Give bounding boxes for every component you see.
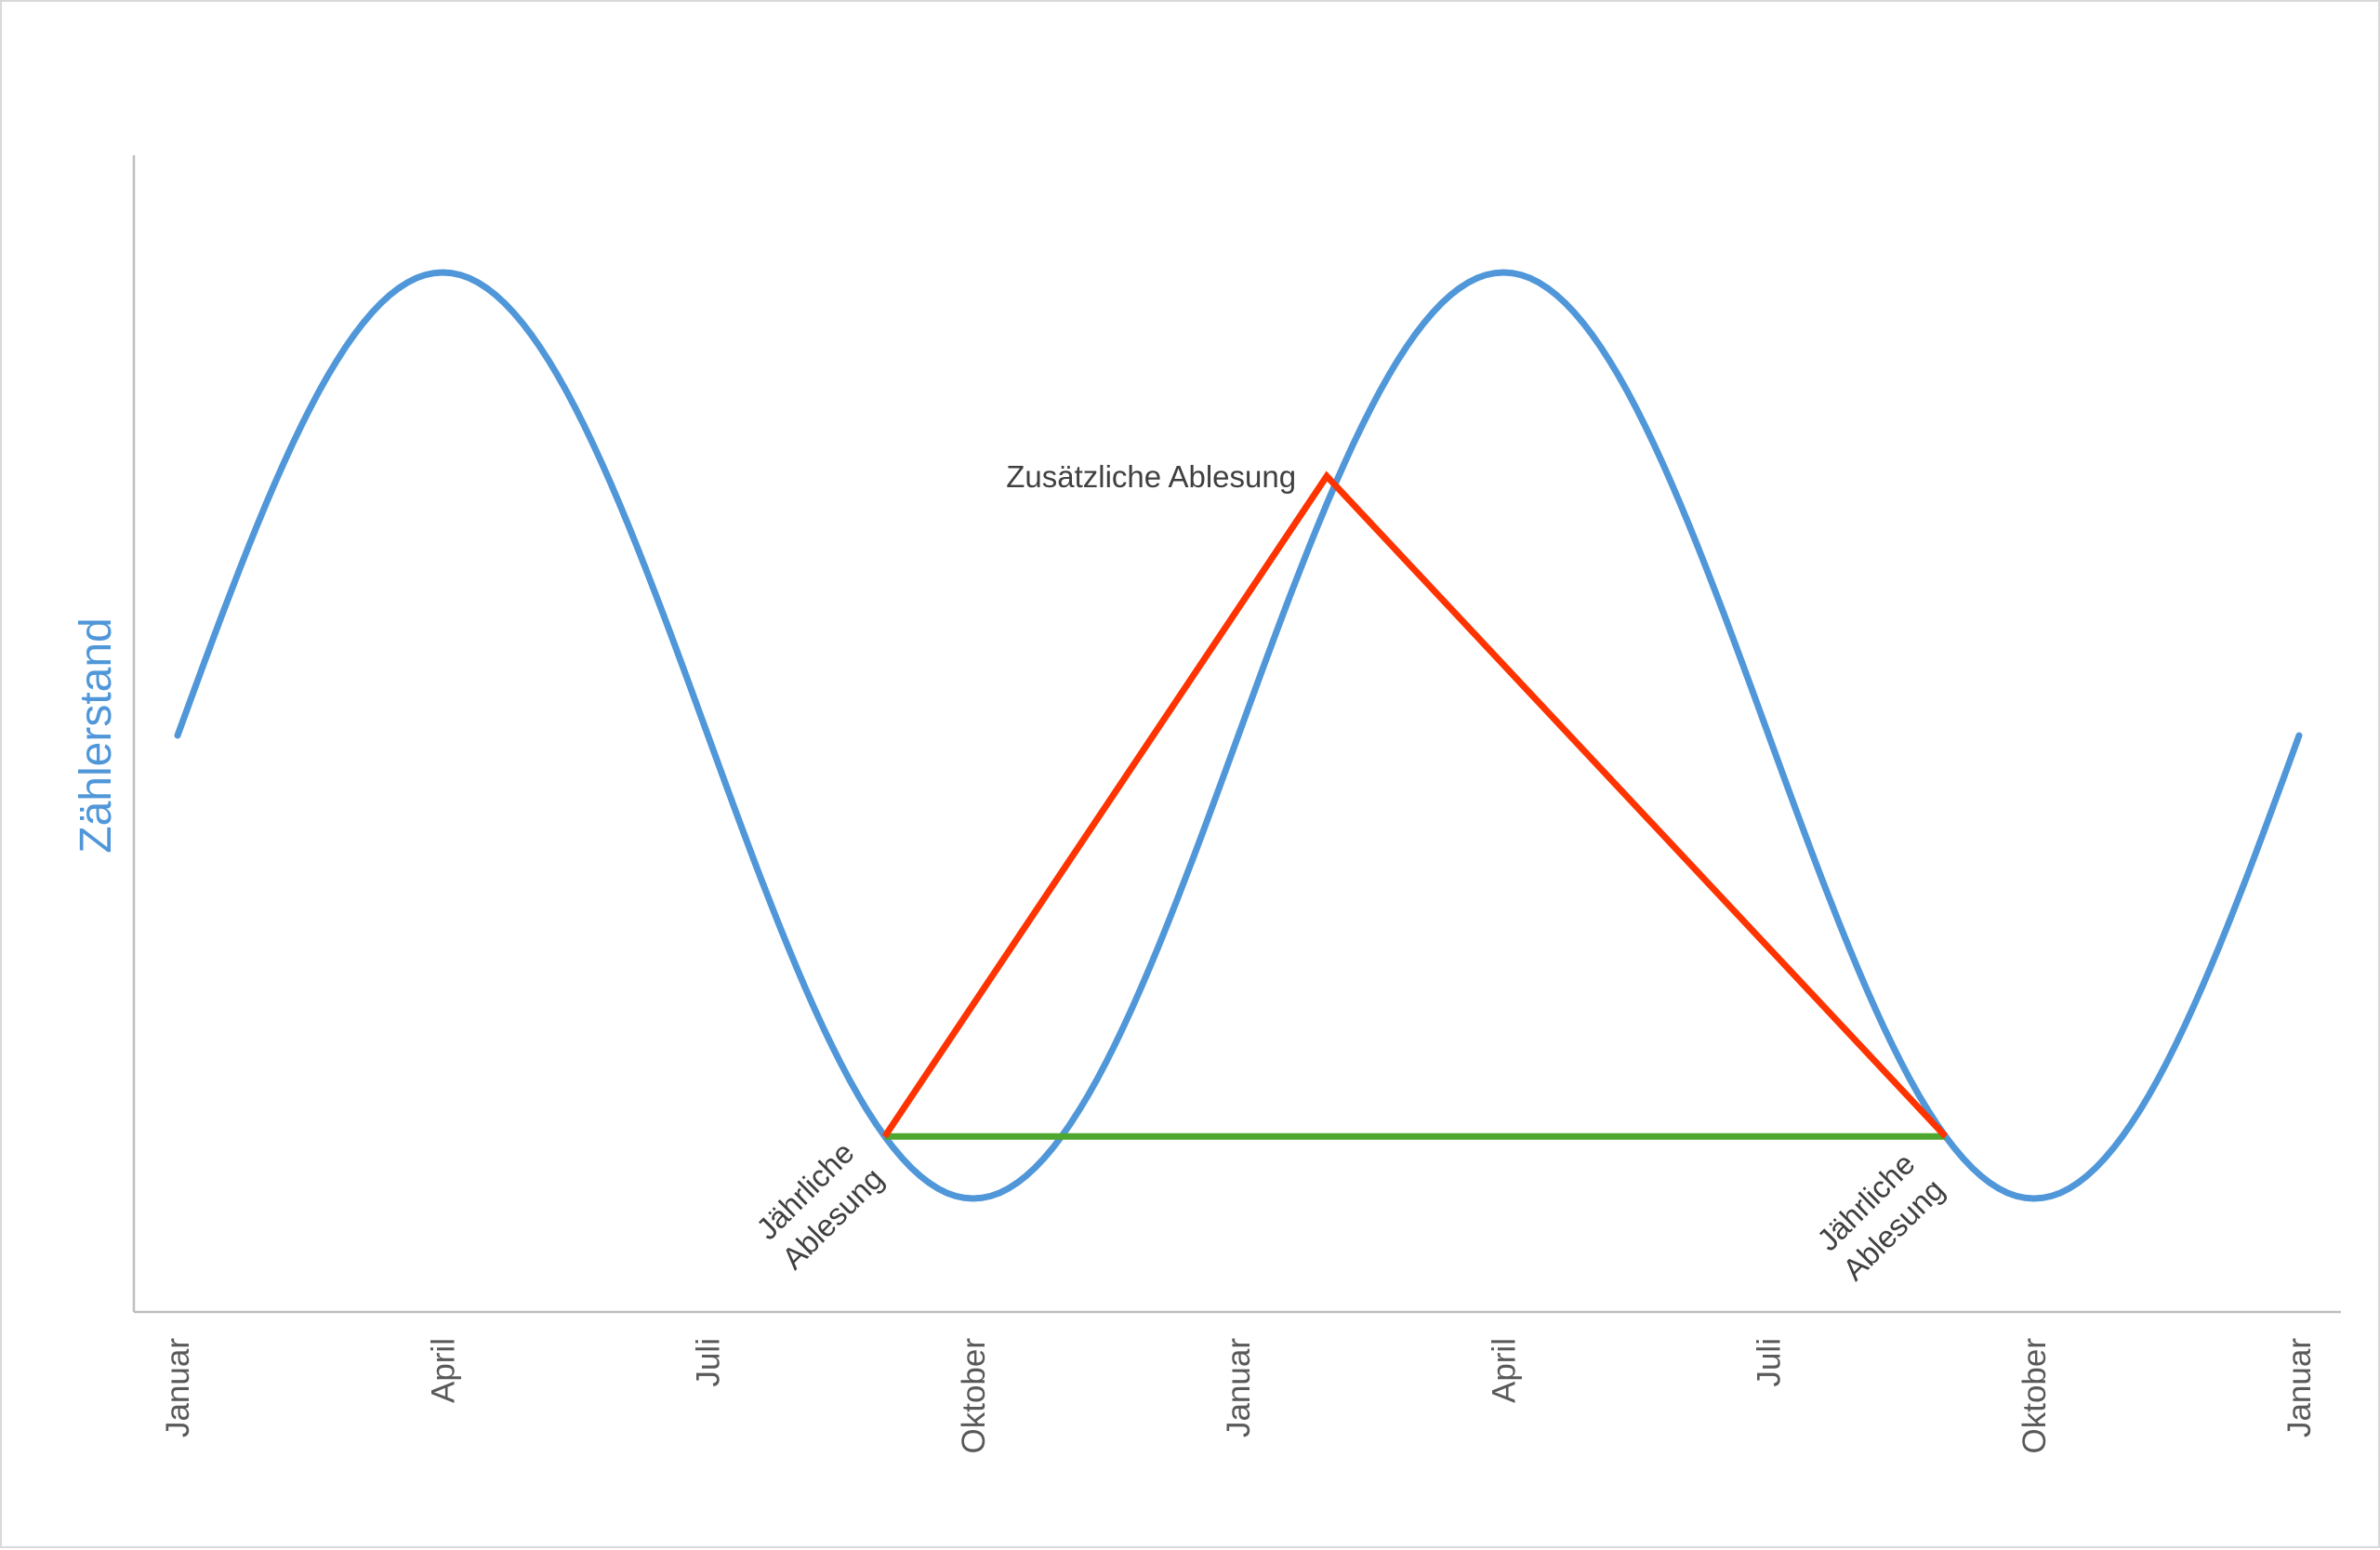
x-tick-label: April [1486,1338,1522,1403]
y-axis-label: Zählerstand [72,617,121,853]
x-tick-label: April [425,1338,461,1403]
x-tick-label: Januar [1221,1338,1257,1437]
x-tick-label: Januar [2281,1338,2318,1437]
additional-reading-label: Zusätzliche Ablesung [1006,459,1296,494]
x-tick-label: Juli [1752,1338,1788,1387]
x-tick-label: Juli [691,1338,727,1387]
additional-reading-line [881,470,1949,1139]
x-tick-label: Januar [160,1338,196,1437]
meter-reading-curve [174,269,2303,1202]
x-tick-label: Oktober [956,1338,992,1454]
x-tick-label: Oktober [2016,1338,2053,1454]
